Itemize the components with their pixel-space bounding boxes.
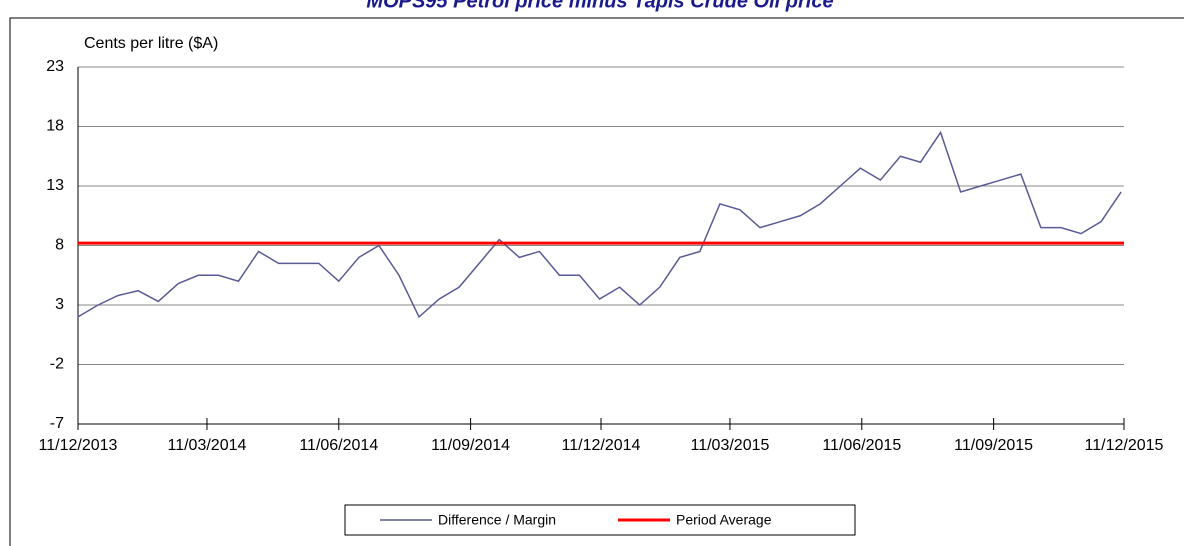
y-tick-label: 23	[46, 58, 64, 75]
x-tick-label: 11/09/2014	[431, 437, 510, 454]
y-tick-label: 3	[55, 296, 64, 313]
y-tick-label: -7	[50, 415, 64, 432]
legend-label: Period Average	[676, 512, 772, 528]
y-tick-label: 18	[46, 118, 64, 135]
legend-label: Difference / Margin	[438, 512, 556, 528]
frame	[9, 17, 1184, 546]
x-tick-label: 11/12/2013	[39, 437, 118, 454]
x-tick-label: 11/12/2014	[562, 437, 641, 454]
y-tick-label: 8	[55, 237, 64, 254]
x-tick-label: 11/09/2015	[954, 437, 1033, 454]
x-tick-label: 11/03/2015	[691, 437, 770, 454]
chart-title: MOPS95 Petrol price minus Tapis Crude Oi…	[366, 0, 833, 12]
x-tick-label: 11/03/2014	[168, 437, 247, 454]
x-tick-label: 11/06/2015	[822, 437, 901, 454]
y-tick-label: 13	[46, 177, 64, 194]
data-line	[77, 130, 1122, 319]
y-tick-label: -2	[50, 356, 64, 373]
x-tick-label: 11/06/2014	[299, 437, 378, 454]
y-axis-label: Cents per litre ($A)	[84, 35, 218, 52]
x-tick-label: 11/12/2015	[1085, 437, 1164, 454]
